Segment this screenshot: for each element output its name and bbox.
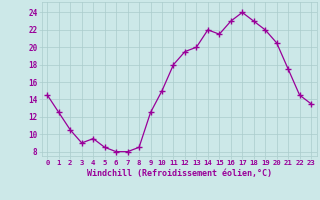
X-axis label: Windchill (Refroidissement éolien,°C): Windchill (Refroidissement éolien,°C) [87, 169, 272, 178]
